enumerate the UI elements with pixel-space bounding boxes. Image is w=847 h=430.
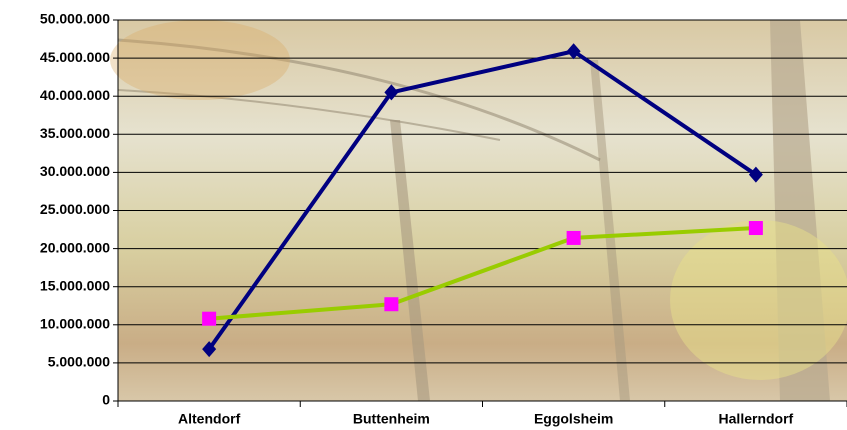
y-tick-label: 25.000.000: [40, 201, 110, 217]
y-tick-label: 5.000.000: [48, 354, 110, 370]
marker: [749, 221, 763, 235]
y-tick-label: 10.000.000: [40, 316, 110, 332]
y-tick-label: 35.000.000: [40, 125, 110, 141]
y-tick-label: 40.000.000: [40, 87, 110, 103]
marker: [202, 312, 216, 326]
y-tick-label: 45.000.000: [40, 49, 110, 65]
x-tick-label: Altendorf: [178, 411, 241, 427]
marker: [384, 297, 398, 311]
y-tick-label: 0: [102, 392, 110, 408]
x-tick-label: Eggolsheim: [534, 411, 613, 427]
y-tick-label: 20.000.000: [40, 239, 110, 255]
y-tick-label: 50.000.000: [40, 11, 110, 27]
chart: 0 5.000.000 10.000.000 15.000.000 20.000.000…: [0, 0, 847, 430]
y-tick-label: 15.000.000: [40, 277, 110, 293]
marker: [567, 231, 581, 245]
y-tick-label: 30.000.000: [40, 163, 110, 179]
x-tick-label: Hallerndorf: [719, 411, 794, 427]
x-tick-label: Buttenheim: [353, 411, 430, 427]
